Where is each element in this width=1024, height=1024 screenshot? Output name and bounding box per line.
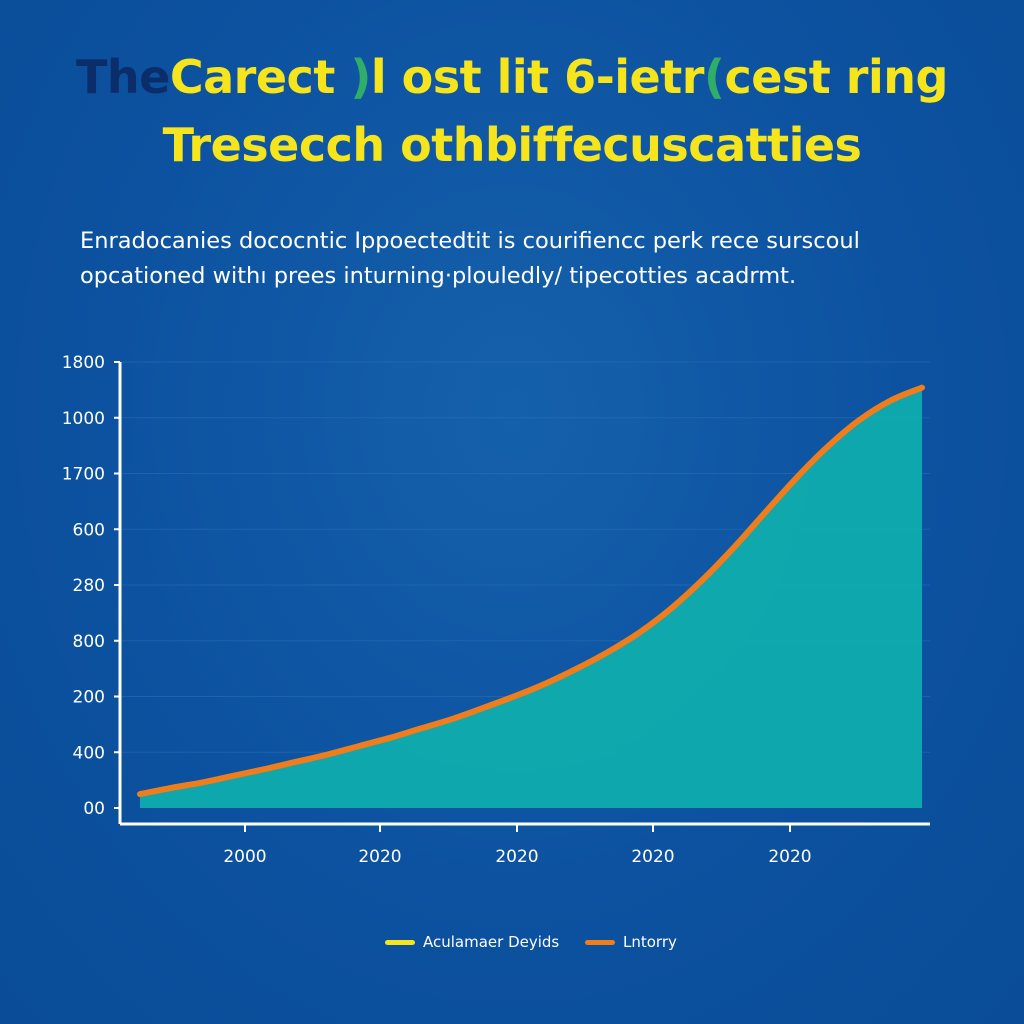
title-green-paren-1: ) xyxy=(350,50,371,104)
y-tick-label: 800 xyxy=(73,632,105,652)
x-axis-ticks: 2000 2020 2020 2020 2020 xyxy=(223,824,812,867)
legend-label-series-2: Lntorry xyxy=(623,933,677,951)
legend-swatch-series-1 xyxy=(385,939,415,945)
legend-label-series-1: Aculamaer Deyids xyxy=(423,933,560,951)
x-tick-label: 2020 xyxy=(495,847,538,867)
chart-axes xyxy=(118,362,930,826)
y-tick-label: 1700 xyxy=(62,465,105,485)
series-line-lntorry xyxy=(137,384,925,798)
title-segment-b: t xyxy=(313,50,335,104)
y-tick-label: 200 xyxy=(73,688,105,708)
chart-line-layer xyxy=(137,384,925,798)
y-axis-ticks: 1800 1000 1700 600 280 800 200 400 00 xyxy=(62,353,120,819)
y-tick-label: 600 xyxy=(73,520,105,540)
chart-title-line-2: Tresecch othbiffecuscatties xyxy=(162,118,862,172)
title-dark-segment: The xyxy=(76,50,170,104)
title-segment-c: l ost lit 6-ietr xyxy=(370,50,705,104)
legend-item-series-2: Lntorry xyxy=(585,930,677,954)
x-tick-label: 2020 xyxy=(768,847,811,867)
x-tick-label: 2020 xyxy=(631,847,674,867)
chart-grid xyxy=(120,361,930,753)
title-green-paren-2: ( xyxy=(703,50,725,104)
chart-subtitle-line-2: opcationed withı prees inturning·plouled… xyxy=(80,263,797,289)
y-tick-label: 280 xyxy=(73,576,105,596)
y-tick-label: 400 xyxy=(73,743,105,763)
legend-item-series-1: Aculamaer Deyids xyxy=(385,930,559,954)
y-tick-label: 1000 xyxy=(62,409,105,429)
series-area-aculamaer-deyids xyxy=(140,387,922,808)
x-tick-label: 2020 xyxy=(358,847,401,867)
title-segment-a: Carec xyxy=(169,50,314,104)
chart-legend: Aculamaer Deyids Lntorry xyxy=(0,930,1024,954)
x-tick-label: 2000 xyxy=(223,847,266,867)
y-tick-label: 1800 xyxy=(62,353,105,373)
y-tick-label: 00 xyxy=(83,799,105,819)
chart-area-layer xyxy=(140,387,922,808)
title-segment-d: cest ring xyxy=(724,50,948,104)
legend-swatch-series-2 xyxy=(585,939,615,945)
chart-subtitle-line-1: Enradocanies dococntic Ippoectedtit is c… xyxy=(80,228,860,254)
chart-title-line-1: TheCarect )l ost lit 6-ietr(cest ring xyxy=(40,46,984,108)
